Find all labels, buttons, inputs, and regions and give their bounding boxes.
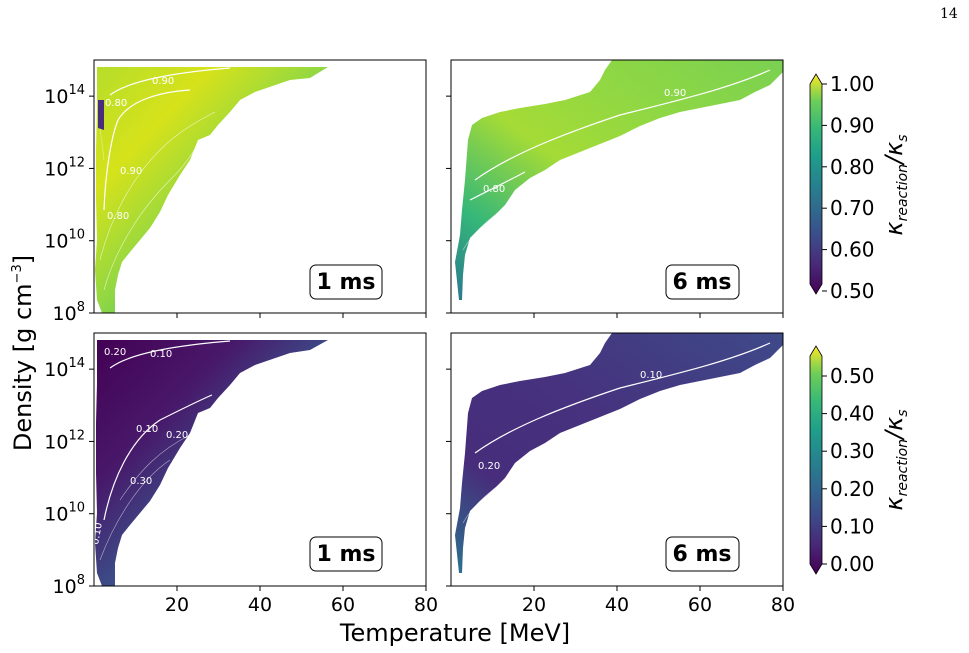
data-region <box>455 333 783 573</box>
panel-bottom-left: 0.20 0.10 0.10 0.20 0.30 0.10 <box>90 340 328 586</box>
contour-label: 0.10 <box>150 349 172 360</box>
y-tick-label: 1014 <box>44 83 85 108</box>
contour-line <box>103 139 201 291</box>
contour-label: 0.10 <box>640 370 662 381</box>
y-tick-label: 108 <box>53 300 85 325</box>
colorbar-tick-label: 0.30 <box>830 439 875 463</box>
colorbar-ticks: 0.50 0.40 0.30 0.20 0.10 0.00 <box>822 364 875 576</box>
contour-label: 0.90 <box>152 76 174 87</box>
colorbar-label: κreaction/κs <box>880 409 911 510</box>
x-tick-label: 40 <box>605 594 629 616</box>
page-number: 14 <box>940 6 958 22</box>
contour-label: 0.30 <box>130 476 152 487</box>
data-region <box>95 340 328 586</box>
dark-spot <box>98 100 104 130</box>
x-tick-label: 60 <box>688 594 712 616</box>
y-axis-title: Density [g cm−3] <box>9 255 37 451</box>
colorbar-tick-label: 0.10 <box>830 514 875 538</box>
colorbar-label: κreaction/κs <box>880 134 911 235</box>
contour-line <box>109 67 231 96</box>
y-tick-label: 1010 <box>44 228 85 253</box>
time-badge: 6 ms <box>665 536 740 572</box>
panel-bottom-right: 0.10 0.20 <box>455 333 783 573</box>
x-tick-label: 80 <box>771 594 795 616</box>
contour-line <box>99 111 216 261</box>
badge-label: 6 ms <box>673 542 732 567</box>
colorbar-tick-label: 0.90 <box>830 113 875 137</box>
contour-label: 0.90 <box>120 166 142 177</box>
contour-line <box>469 171 526 201</box>
time-badge: 6 ms <box>665 264 740 300</box>
contour-label: 0.80 <box>107 211 129 222</box>
y-tick-label: 1014 <box>44 356 85 381</box>
contour-line <box>119 434 191 501</box>
colorbar-tick-label: 0.50 <box>830 364 875 388</box>
contour-line <box>474 69 771 181</box>
data-region <box>455 60 783 300</box>
badge-label: 1 ms <box>317 542 376 567</box>
x-tick-label: 20 <box>522 594 546 616</box>
contour-line <box>109 340 231 369</box>
contour-label: 0.80 <box>483 184 505 195</box>
x-tick-label: 80 <box>414 594 438 616</box>
contour-line <box>462 177 561 251</box>
colorbar-tick-label: 0.70 <box>830 196 875 220</box>
colorbar-bottom: 0.50 0.40 0.30 0.20 0.10 0.00 κreaction/κs <box>809 345 911 576</box>
x-tick-label: 40 <box>248 594 272 616</box>
data-region <box>95 67 328 313</box>
y-tick-label: 1012 <box>44 428 85 453</box>
y-tick-label: 108 <box>53 573 85 598</box>
contour-line <box>462 450 561 524</box>
time-badge: 1 ms <box>309 536 383 572</box>
badge-label: 6 ms <box>673 270 732 295</box>
contour-label: 0.10 <box>136 424 158 435</box>
badge-label: 1 ms <box>317 270 376 295</box>
y-tick-label: 1012 <box>44 155 85 180</box>
colorbar-tick-label: 0.40 <box>830 402 875 426</box>
contour-label: 0.20 <box>478 461 500 472</box>
colorbar-tick-label: 0.00 <box>830 552 875 576</box>
colorbar-tick-label: 0.20 <box>830 477 875 501</box>
colorbar-ticks: 1.00 0.90 0.80 0.70 0.60 0.50 <box>822 72 875 303</box>
panel-top-left: 0.90 0.80 0.90 0.80 <box>95 67 328 313</box>
x-tick-label: 60 <box>331 594 355 616</box>
contour-label: 0.20 <box>166 430 188 441</box>
contour-label: 0.20 <box>104 347 126 358</box>
colorbar-top: 1.00 0.90 0.80 0.70 0.60 0.50 κreaction/κs <box>809 72 911 303</box>
axis-ticks: 108 1010 1012 1014 20 40 60 80 108 1010 1012 1014 20… <box>44 83 795 616</box>
contour-label: 0.10 <box>90 522 105 546</box>
colorbar-tick-label: 1.00 <box>830 72 875 96</box>
colorbar-tick-label: 0.50 <box>830 279 875 303</box>
y-tick-label: 1010 <box>44 501 85 526</box>
contour-label: 0.80 <box>105 98 127 109</box>
x-axis-title: Temperature [MeV] <box>339 619 570 647</box>
colorbar-tick-label: 0.60 <box>830 238 875 262</box>
contour-line <box>103 89 191 211</box>
contour-label: 0.90 <box>664 88 686 99</box>
colorbar-tick-label: 0.80 <box>830 155 875 179</box>
contour-line <box>474 342 771 454</box>
panel-top-right: 0.90 0.80 <box>455 60 783 300</box>
time-badge: 1 ms <box>309 264 383 300</box>
x-tick-label: 20 <box>165 594 189 616</box>
contour-line <box>103 394 213 521</box>
contour-line <box>99 459 171 561</box>
